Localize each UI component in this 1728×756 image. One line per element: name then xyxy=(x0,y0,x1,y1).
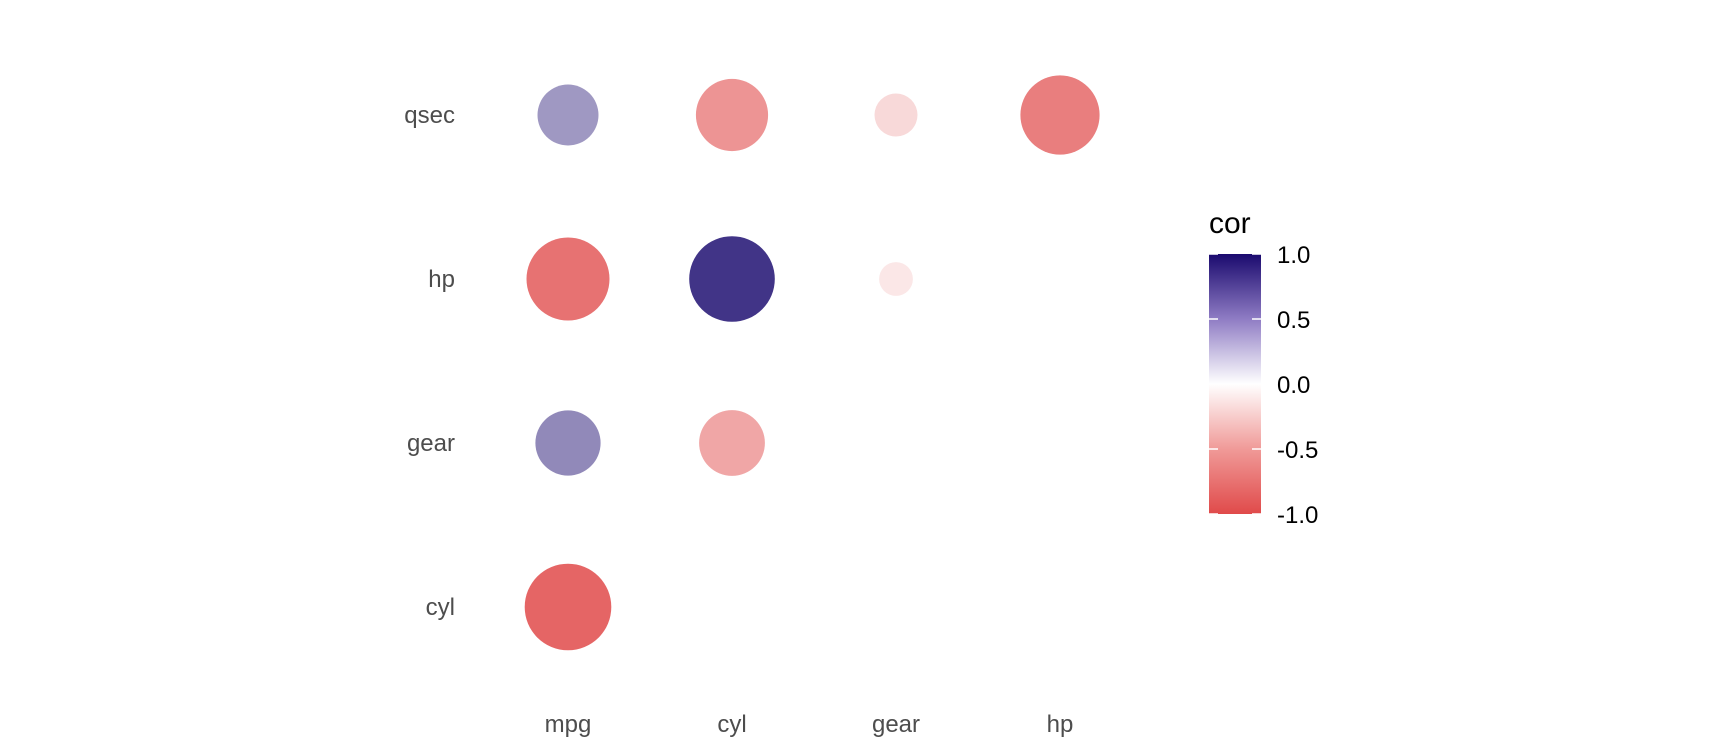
point-cyl-gear xyxy=(699,410,765,476)
plot-area: cyl gear hp qsec mpg cyl gear hp xyxy=(404,75,1100,738)
point-mpg-qsec xyxy=(537,84,599,146)
y-tick-label: cyl xyxy=(426,594,455,621)
legend-tick-label: -0.5 xyxy=(1277,437,1318,464)
points-layer xyxy=(524,75,1100,651)
x-tick-label: mpg xyxy=(545,711,592,738)
y-tick-label: qsec xyxy=(404,102,455,129)
y-axis-ticks: cyl gear hp qsec xyxy=(404,102,455,621)
point-mpg-gear xyxy=(535,410,601,476)
point-gear-qsec xyxy=(874,93,918,137)
y-tick-label: gear xyxy=(407,430,455,457)
legend: cor 1.0 0.5 0.0 -0.5 -1.0 xyxy=(1209,207,1318,529)
x-tick-label: hp xyxy=(1047,711,1074,738)
legend-tick-label: 0.0 xyxy=(1277,372,1310,399)
legend-tick-label: -1.0 xyxy=(1277,502,1318,529)
legend-ticks: 1.0 0.5 0.0 -0.5 -1.0 xyxy=(1209,242,1318,529)
point-gear-hp xyxy=(879,262,913,296)
point-hp-qsec xyxy=(1020,75,1100,155)
legend-tick-label: 0.5 xyxy=(1277,307,1310,334)
point-cyl-hp xyxy=(689,236,775,322)
x-tick-label: gear xyxy=(872,711,920,738)
point-mpg-cyl xyxy=(524,563,612,651)
point-cyl-qsec xyxy=(695,78,769,152)
legend-title: cor xyxy=(1209,207,1251,240)
legend-tick-label: 1.0 xyxy=(1277,242,1310,269)
x-tick-label: cyl xyxy=(717,711,746,738)
point-mpg-hp xyxy=(526,237,610,321)
y-tick-label: hp xyxy=(428,266,455,293)
x-axis-ticks: mpg cyl gear hp xyxy=(545,711,1074,738)
